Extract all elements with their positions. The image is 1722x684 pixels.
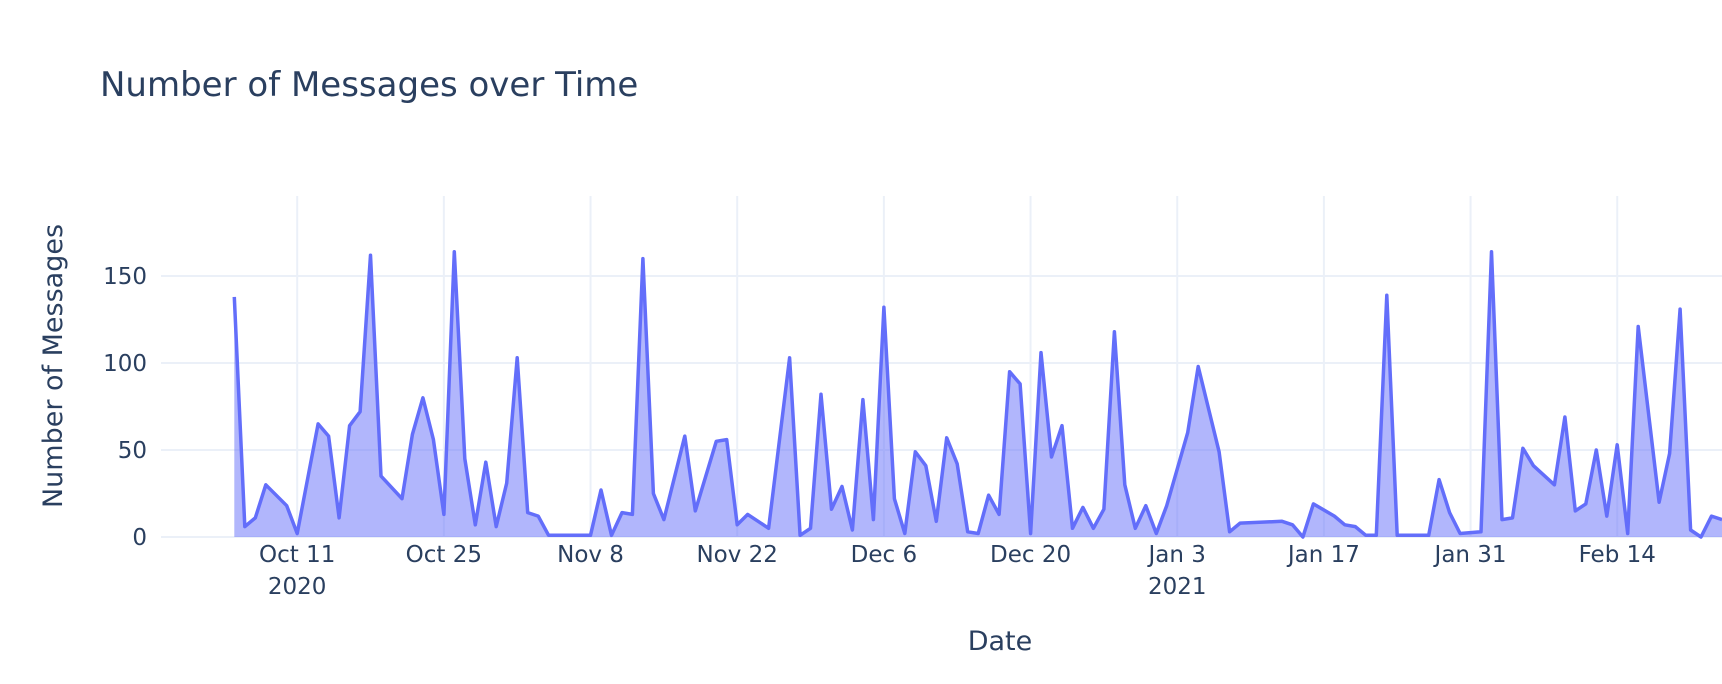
x-tick-label: Oct 25 — [406, 542, 482, 568]
x-tick-label: Feb 14 — [1579, 542, 1656, 568]
chart-title: Number of Messages over Time — [100, 65, 638, 105]
x-tick-labels: Oct 11 2020 Oct 25 Nov 8 Nov 22 Dec 6 Dec 20 Ja… — [259, 542, 1656, 600]
x-tick-year-label: 2021 — [1148, 574, 1207, 600]
y-tick-label: 100 — [103, 351, 147, 377]
x-tick-label: Jan 3 — [1147, 542, 1206, 568]
x-tick-label: Dec 6 — [851, 542, 917, 568]
x-axis-title: Date — [968, 626, 1033, 657]
series-area-fill — [234, 251, 1722, 537]
y-tick-label: 0 — [132, 525, 147, 551]
y-tick-label: 50 — [118, 438, 147, 464]
x-tick-label: Oct 11 — [259, 542, 335, 568]
y-axis-title: Number of Messages — [38, 224, 69, 508]
plot-area — [232, 249, 1722, 539]
x-tick-label: Nov 8 — [557, 542, 624, 568]
x-tick-label: Dec 20 — [990, 542, 1071, 568]
y-tick-labels: 0 50 100 150 — [103, 264, 147, 551]
y-tick-label: 150 — [103, 264, 147, 290]
series-line — [232, 249, 1722, 539]
x-tick-label: Jan 31 — [1433, 542, 1507, 568]
x-tick-label: Jan 17 — [1286, 542, 1360, 568]
x-tick-label: Nov 22 — [696, 542, 777, 568]
x-tick-year-label: 2020 — [268, 574, 327, 600]
